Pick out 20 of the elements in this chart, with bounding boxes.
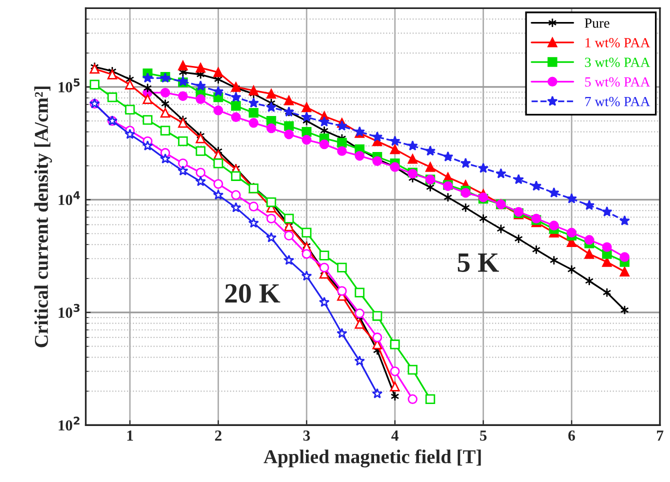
x-tick-label: 4 — [391, 430, 398, 441]
y-tick-label: 10$^{5}$ — [58, 78, 80, 92]
annotation: 5 K — [458, 254, 499, 272]
y-axis-title: Critical current density [A/cm²] — [34, 86, 52, 348]
x-tick-label: 2 — [215, 430, 222, 441]
legend-label: 1 wt% PAA — [586, 38, 650, 48]
x-tick-label: 6 — [568, 430, 575, 441]
x-tick-label: 7 — [657, 430, 664, 441]
annotation: 20 K — [225, 284, 280, 303]
legend-label: 7 wt% PAA — [585, 96, 650, 106]
y-tick-label: 10$^{3}$ — [58, 304, 80, 318]
y-tick-label: 10$^{4}$ — [58, 191, 80, 206]
legend-label: 3 wt% PAA — [585, 58, 650, 68]
legend-label: Pure — [584, 18, 610, 28]
x-axis-title: Applied magnetic field [T] — [264, 449, 481, 468]
x-tick-label: 1 — [127, 430, 133, 441]
x-tick-label: 3 — [303, 430, 310, 441]
y-tick-label: 10$^{2}$ — [58, 416, 80, 431]
x-tick-label: 5 — [480, 430, 487, 441]
legend-label: 5 wt% PAA — [585, 77, 650, 87]
